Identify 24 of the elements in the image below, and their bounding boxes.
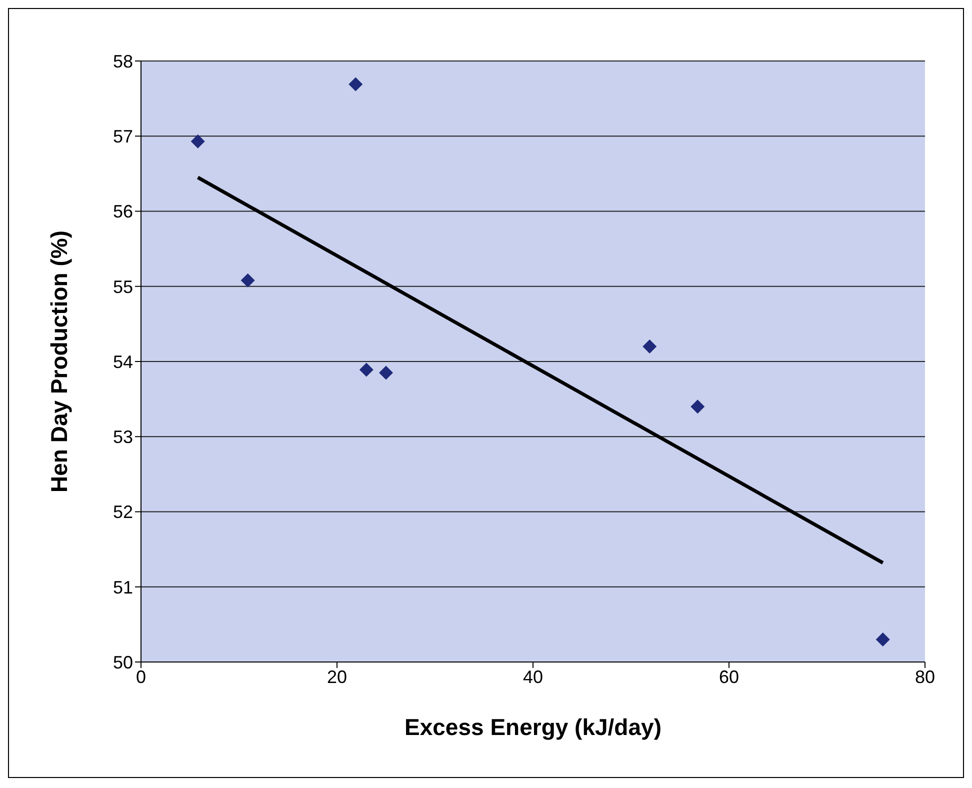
x-axis-title: Excess Energy (kJ/day) bbox=[404, 714, 662, 740]
point bbox=[240, 273, 255, 288]
point bbox=[642, 339, 657, 354]
point bbox=[379, 366, 393, 380]
x-tick-label: 60 bbox=[718, 666, 740, 687]
y-tick-label: 51 bbox=[112, 577, 133, 598]
y-tick-label: 53 bbox=[112, 427, 133, 448]
y-tick-label: 52 bbox=[112, 502, 133, 522]
y-tick-label: 54 bbox=[112, 352, 133, 372]
point bbox=[876, 632, 890, 646]
x-tick-label: 80 bbox=[914, 666, 936, 687]
y-tick-label: 58 bbox=[112, 51, 133, 72]
y-tick-label: 56 bbox=[112, 202, 133, 222]
point bbox=[348, 77, 363, 92]
y-tick-label: 55 bbox=[112, 276, 133, 297]
point bbox=[690, 400, 705, 414]
y-tick-label: 50 bbox=[112, 652, 133, 672]
x-tick-label: 40 bbox=[522, 666, 544, 687]
y-axis-title: Hen Day Production (%) bbox=[46, 230, 72, 492]
point bbox=[190, 134, 205, 148]
point bbox=[359, 362, 374, 377]
x-tick-label: 20 bbox=[326, 666, 348, 687]
x-tick-label: 0 bbox=[136, 666, 146, 687]
y-tick-label: 57 bbox=[112, 126, 133, 147]
